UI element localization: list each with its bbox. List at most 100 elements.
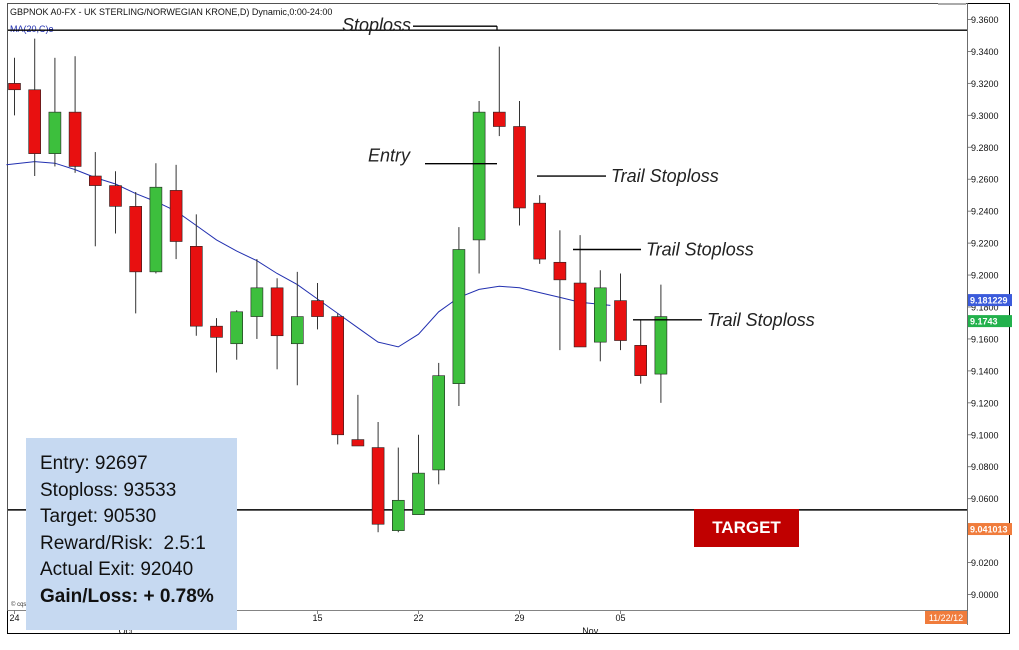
candle [472, 100, 486, 274]
candle-body [89, 175, 102, 186]
y-tick-label: 9.2400 [971, 207, 999, 217]
candle-body [149, 186, 163, 273]
candle [533, 195, 547, 264]
price-marker-label: 9.1743 [970, 317, 998, 327]
candle-body [452, 249, 466, 384]
date-stamp: 11/22/12 [929, 613, 963, 623]
trade-info-box: Entry: 92697 Stoploss: 93533 Target: 905… [26, 438, 237, 630]
candle [391, 447, 405, 533]
price-marker-box [968, 315, 1012, 328]
candle-body [371, 447, 385, 525]
candle [109, 171, 122, 234]
candle [169, 164, 183, 260]
candle-body [250, 287, 264, 317]
candle [190, 214, 203, 336]
trail-stoploss-annotation: Trail Stoploss [707, 310, 815, 330]
candle-body [391, 499, 405, 531]
x-month-label: Nov [582, 626, 599, 636]
candle [593, 270, 607, 362]
ma-line [6, 161, 611, 348]
candle-body [290, 316, 304, 345]
y-tick-label: 9.0000 [971, 590, 999, 600]
candle [68, 56, 82, 173]
y-tick-label: 9.2000 [971, 271, 999, 281]
price-marker-label: 9.041013 [970, 525, 1008, 535]
y-tick-label: 9.1200 [971, 398, 999, 408]
candle-body [331, 316, 345, 436]
target-label: TARGET [694, 509, 799, 547]
candle [149, 163, 163, 274]
candle-body [68, 111, 82, 167]
candle-body [412, 472, 425, 515]
y-tick-label: 9.3000 [971, 111, 999, 121]
x-month-label: Oct [119, 626, 134, 636]
price-markers: 9.181229 9.1743 9.041013 [968, 294, 1012, 536]
candle [371, 422, 385, 533]
candle [432, 362, 446, 485]
candle [553, 230, 567, 351]
candle [28, 38, 42, 177]
candle [250, 259, 264, 339]
y-tick-label: 9.3400 [971, 47, 999, 57]
stoploss-text: Stoploss: 93533 [40, 479, 177, 501]
candle [654, 284, 668, 403]
candle [492, 46, 506, 137]
candle-body [513, 126, 526, 209]
candle-body [311, 300, 324, 317]
candle [230, 310, 243, 360]
candle-body [109, 185, 122, 207]
y-tick-label: 9.0600 [971, 494, 999, 504]
x-tick-label: 15 [312, 613, 322, 623]
gain-loss-text: Gain/Loss: + 0.78% [40, 585, 214, 607]
y-tick-label: 9.1600 [971, 334, 999, 344]
candle-body [129, 206, 142, 273]
y-tick-label: 9.2800 [971, 143, 999, 153]
x-axis: 24 15 22 29 05 Oct Nov [9, 610, 626, 636]
candle [452, 227, 466, 407]
date-stamp-box [925, 611, 967, 624]
candle-body [28, 89, 42, 154]
candle-body [492, 111, 506, 127]
trail-stoploss-annotation: Trail Stoploss [611, 166, 719, 186]
price-marker-box [968, 294, 1012, 307]
y-tick-label: 9.2200 [971, 239, 999, 249]
candle [89, 152, 102, 247]
y-tick-label: 9.2600 [971, 175, 999, 185]
candle-body [190, 246, 203, 327]
candle [290, 271, 304, 386]
stoploss-annotation: Stoploss [342, 15, 411, 35]
actual-exit-text: Actual Exit: 92040 [40, 559, 194, 580]
y-tick-label: 9.1000 [971, 430, 999, 440]
annotations: Stoploss Entry Trail Stoploss Trail Stoplos… [342, 15, 815, 330]
chart-symbol-header: GBPNOK A0-FX - UK STERLING/NORWEGIAN KRO… [10, 7, 332, 17]
y-tick-label: 9.0800 [971, 462, 999, 472]
price-marker-label: 9.181229 [970, 296, 1008, 306]
candle [8, 57, 21, 116]
candle-body [472, 111, 486, 241]
candle [412, 434, 425, 515]
candle [331, 313, 345, 445]
candle-body [351, 439, 365, 447]
reward-risk-text: Reward/Risk: 2.5:1 [40, 532, 206, 554]
candle-body [654, 316, 668, 375]
y-tick-label: 9.3200 [971, 79, 999, 89]
candle-body [553, 261, 567, 281]
candle-body [8, 83, 21, 91]
candle-body [593, 287, 607, 343]
x-tick-label: 05 [615, 613, 625, 623]
candle [210, 318, 223, 373]
price-marker-box [968, 523, 1012, 536]
entry-text: Entry: 92697 [40, 453, 148, 474]
candle-body [432, 375, 446, 471]
trail-stoploss-annotation: Trail Stoploss [646, 239, 754, 259]
candle-body [48, 111, 62, 154]
y-tick-label: 9.3600 [971, 15, 999, 25]
candle [270, 278, 284, 370]
entry-annotation: Entry [368, 146, 411, 166]
y-tick-label: 9.1400 [971, 366, 999, 376]
moving-average [6, 161, 611, 348]
candle [48, 57, 62, 167]
chart-copyright: © cqs [11, 601, 26, 608]
y-tick-label: 9.1800 [971, 303, 999, 313]
candle-body [169, 190, 183, 242]
